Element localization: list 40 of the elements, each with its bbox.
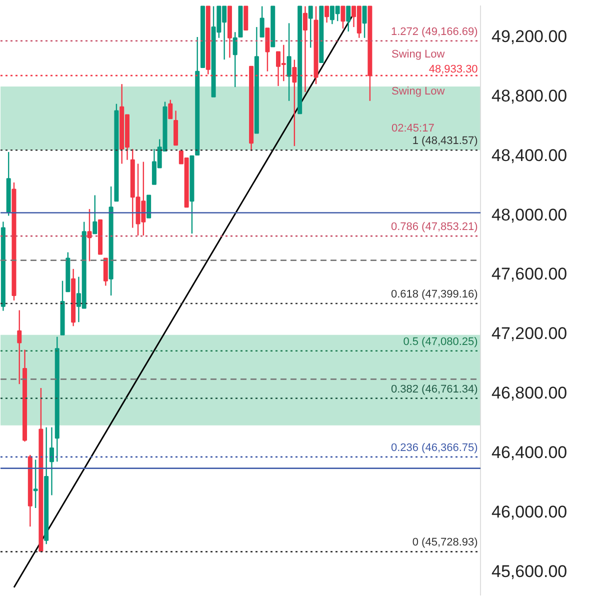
y-tick-label: 46,400.00 <box>492 442 568 462</box>
candlestick <box>87 208 92 262</box>
y-tick-label: 48,800.00 <box>492 86 568 106</box>
ref-line-label: 1.272 (49,166.69) <box>390 26 478 38</box>
candlestick <box>265 27 270 72</box>
y-tick-label: 45,600.00 <box>492 562 568 581</box>
y-tick-label: 49,200.00 <box>492 26 568 46</box>
candlestick <box>49 426 54 496</box>
y-tick-label: 46,800.00 <box>492 384 568 403</box>
candlestick <box>17 310 22 385</box>
candlestick <box>340 6 346 30</box>
annotation: 02:45:17 <box>392 122 434 134</box>
ref-line-label: 1 (48,431.57) <box>412 135 478 148</box>
candlestick <box>232 31 238 88</box>
candlestick <box>244 6 248 31</box>
candlestick <box>33 459 38 509</box>
candlestick <box>346 6 351 32</box>
annotation: Swing Low <box>392 48 445 60</box>
candlestick <box>168 99 173 120</box>
candlestick <box>92 194 98 234</box>
ref-line-label: 48,933.30 <box>428 64 478 76</box>
y-tick-label: 46,000.00 <box>492 502 568 522</box>
ref-line-label: 0.382 (46,761.34) <box>390 383 478 396</box>
y-tick-label: 47,600.00 <box>492 264 568 284</box>
candlestick <box>103 258 108 286</box>
ref-line-label: 0.236 (46,366.75) <box>390 442 478 454</box>
ref-line-label: 0 (45,728.93) <box>412 536 478 549</box>
ref-line-label: 0.618 (47,399.16) <box>390 288 478 301</box>
candlestick <box>146 194 152 218</box>
y-tick-label: 48,000.00 <box>492 205 568 224</box>
candlestick <box>362 6 367 38</box>
y-tick-label: 48,400.00 <box>492 146 568 165</box>
candlestick <box>308 6 313 48</box>
ref-line-label: 0.5 (47,080.25) <box>403 336 478 348</box>
candlestick <box>286 22 292 102</box>
candlestick <box>324 6 330 24</box>
y-tick-label: 47,200.00 <box>492 324 568 344</box>
candlestick <box>260 6 264 38</box>
ref-line-label: 0.786 (47,853.21) <box>390 221 478 234</box>
annotation: Swing Low <box>392 86 445 98</box>
